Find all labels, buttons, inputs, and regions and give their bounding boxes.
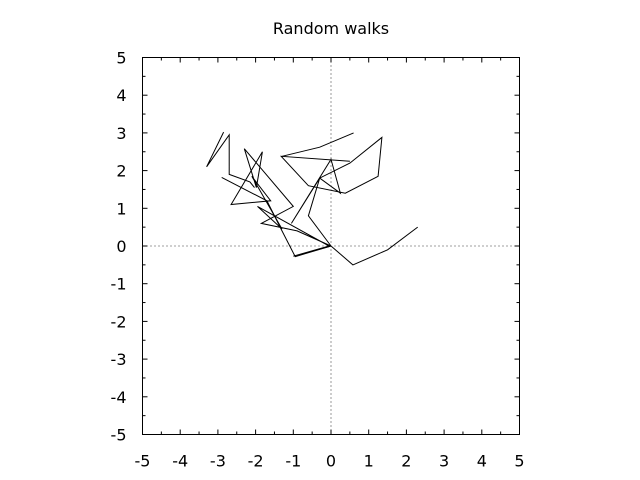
walk-series-3: [221, 176, 332, 258]
y-tick-label: -3: [111, 350, 127, 369]
x-tick-label: 5: [514, 452, 524, 471]
x-tick-label: -5: [135, 452, 151, 471]
x-axis-tick-labels: -5 -4 -3 -2 -1 0 1 2 3 4 5: [135, 452, 525, 471]
x-tick-label: 4: [477, 452, 487, 471]
y-tick-label: -4: [111, 388, 127, 407]
y-tick-label: 1: [116, 199, 126, 218]
y-axis-tick-labels: -5 -4 -3 -2 -1 0 1 2 3 4 5: [111, 49, 127, 445]
x-tick-label: -1: [285, 452, 301, 471]
y-tick-label: 2: [116, 162, 126, 181]
y-tick-label: 5: [116, 49, 126, 68]
x-tick-label: 3: [439, 452, 449, 471]
walk-series-1: [230, 148, 332, 257]
x-tick-label: -2: [248, 452, 264, 471]
y-tick-label: -1: [111, 275, 127, 294]
y-tick-label: 4: [116, 86, 126, 105]
x-tick-label: 1: [364, 452, 374, 471]
chart-title: Random walks: [273, 19, 389, 38]
walk-series-5: [206, 131, 255, 188]
y-tick-label: 0: [116, 237, 126, 256]
walk-series-4: [279, 136, 383, 247]
x-tick-label: 0: [326, 452, 336, 471]
series-layer: [206, 131, 419, 266]
x-tick-label: -3: [210, 452, 226, 471]
x-tick-label: 2: [401, 452, 411, 471]
y-tick-label: 3: [116, 124, 126, 143]
walk-series-6: [281, 132, 354, 157]
y-tick-label: -5: [111, 426, 127, 445]
ticks-layer: [142, 57, 520, 435]
y-tick-label: -2: [111, 312, 127, 331]
x-tick-label: -4: [172, 452, 188, 471]
walk-series-2: [330, 226, 419, 266]
